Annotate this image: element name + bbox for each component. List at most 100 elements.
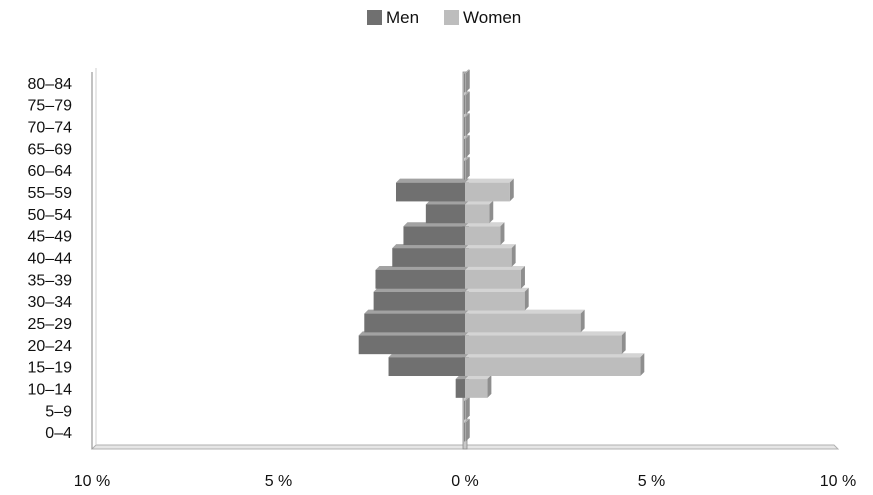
bar-front-face xyxy=(465,204,490,224)
bar-top-face xyxy=(465,178,514,183)
bars xyxy=(358,69,645,442)
bar-top-face xyxy=(465,91,470,96)
bar-men-15–19 xyxy=(388,353,469,377)
bar-top-face xyxy=(375,265,469,270)
bar-front-face xyxy=(464,138,465,158)
y-tick-label: 55–59 xyxy=(28,185,73,202)
bar-men-50–54 xyxy=(425,200,469,224)
bar-top-face xyxy=(464,396,469,401)
bar-front-face xyxy=(464,117,465,136)
bar-top-face xyxy=(465,309,585,314)
bar-men-40–44 xyxy=(392,244,469,267)
y-tick-labels: 0–4 5–9 10–14 15–19 20–24 25–29 30–34 35–39 40–4… xyxy=(28,76,73,442)
y-tick-label: 5–9 xyxy=(45,403,72,420)
bar-top-face xyxy=(465,331,626,336)
y-tick-label: 0–4 xyxy=(45,425,72,442)
bar-front-face xyxy=(465,117,466,136)
bar-women-10–14 xyxy=(465,375,492,398)
bar-front-face xyxy=(465,138,466,158)
bar-front-face xyxy=(465,357,641,377)
bar-front-face xyxy=(358,335,465,355)
bar-top-face xyxy=(465,156,470,161)
bar-top-face xyxy=(395,178,469,183)
x-tick-label: 0 % xyxy=(451,473,479,490)
bar-side-face xyxy=(500,222,505,246)
bar-top-face xyxy=(358,331,469,336)
bar-front-face xyxy=(465,400,466,420)
bar-front-face xyxy=(464,160,465,180)
y-tick-label: 45–49 xyxy=(28,229,73,246)
bar-top-face xyxy=(465,418,470,423)
bar-front-face xyxy=(465,313,581,333)
bar-front-face xyxy=(465,422,466,442)
bar-front-face xyxy=(465,291,525,311)
bar-women-40–44 xyxy=(465,244,516,267)
bar-men-45–49 xyxy=(403,222,469,246)
bar-women-20–24 xyxy=(465,331,626,355)
bar-top-face xyxy=(465,396,470,401)
bar-women-5–9 xyxy=(465,396,470,420)
bar-top-face xyxy=(364,309,469,314)
bar-women-45–49 xyxy=(465,222,505,246)
bar-top-face xyxy=(465,113,470,118)
y-tick-label: 70–74 xyxy=(28,120,73,137)
legend-label-men: Men xyxy=(386,8,419,27)
bar-top-face xyxy=(373,287,469,292)
bar-front-face xyxy=(464,400,465,420)
bar-top-face xyxy=(403,222,469,227)
y-tick-label: 65–69 xyxy=(28,141,73,158)
bar-women-0–4 xyxy=(465,418,470,442)
bar-side-face xyxy=(487,375,492,398)
bar-women-65–69 xyxy=(465,134,470,158)
bar-front-face xyxy=(465,226,501,246)
bar-side-face xyxy=(465,156,470,180)
bar-top-face xyxy=(425,200,469,205)
bar-top-face xyxy=(465,265,525,270)
bar-front-face xyxy=(403,226,465,246)
bar-side-face xyxy=(621,331,626,355)
bar-side-face xyxy=(465,113,470,136)
y-tick-label: 30–34 xyxy=(28,294,73,311)
bar-top-face xyxy=(465,244,516,249)
bar-women-80–84 xyxy=(465,69,470,93)
bar-women-25–29 xyxy=(465,309,585,333)
y-tick-label: 50–54 xyxy=(28,207,73,224)
bar-side-face xyxy=(520,265,525,289)
bar-top-face xyxy=(464,134,469,139)
y-tick-label: 75–79 xyxy=(28,98,73,115)
bar-side-face xyxy=(465,396,470,420)
y-tick-label: 80–84 xyxy=(28,76,73,93)
bar-front-face xyxy=(465,335,622,355)
bar-women-15–19 xyxy=(465,353,645,377)
bar-side-face xyxy=(489,200,494,224)
bar-top-face xyxy=(465,134,470,139)
y-tick-label: 40–44 xyxy=(28,251,73,268)
bar-side-face xyxy=(580,309,585,333)
bar-side-face xyxy=(465,91,470,115)
bar-side-face xyxy=(465,418,470,442)
y-tick-label: 25–29 xyxy=(28,316,73,333)
bar-front-face xyxy=(465,95,466,115)
bar-top-face xyxy=(465,375,492,380)
y-tick-label: 10–14 xyxy=(28,381,73,398)
bar-top-face xyxy=(465,222,505,227)
bar-top-face xyxy=(388,353,469,358)
bar-front-face xyxy=(465,73,466,93)
legend-swatch-men xyxy=(367,10,382,25)
bar-top-face xyxy=(464,418,469,423)
bar-front-face xyxy=(465,248,512,267)
bar-women-50–54 xyxy=(465,200,494,224)
y-tick-label: 15–19 xyxy=(28,360,73,377)
bar-women-60–64 xyxy=(465,156,470,180)
bar-side-face xyxy=(640,353,645,377)
bar-women-75–79 xyxy=(465,91,470,115)
bar-front-face xyxy=(465,379,488,398)
bar-top-face xyxy=(464,91,469,96)
y-tick-label: 60–64 xyxy=(28,163,73,180)
bar-front-face xyxy=(465,269,521,289)
bar-side-face xyxy=(465,69,470,93)
bar-women-55–59 xyxy=(465,178,514,202)
bar-top-face xyxy=(465,69,470,74)
bar-side-face xyxy=(511,244,516,267)
